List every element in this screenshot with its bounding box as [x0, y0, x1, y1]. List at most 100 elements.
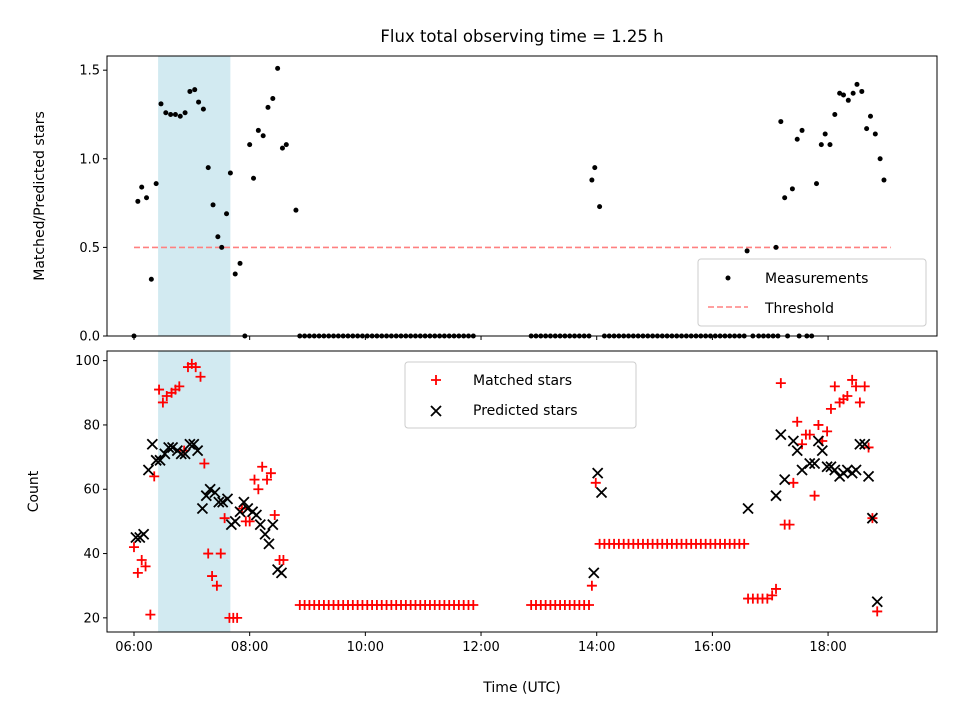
- matched-star-point: [149, 471, 160, 482]
- x-tick-label: 10:00: [347, 640, 384, 655]
- measurement-point: [744, 248, 750, 254]
- predicted-star-point: [242, 502, 254, 515]
- predicted-star-point: [770, 490, 782, 502]
- shaded-interval: [158, 56, 231, 336]
- predicted-star-point: [238, 496, 250, 508]
- matched-star-point: [145, 609, 156, 620]
- y-axis-label: Count: [26, 470, 42, 512]
- matched-star-point: [586, 580, 597, 591]
- predicted-star-point: [188, 438, 200, 450]
- predicted-star-point: [595, 486, 608, 499]
- matched-star-point: [244, 516, 255, 527]
- matched-star-point: [215, 548, 226, 559]
- measurement-point: [822, 131, 828, 137]
- measurement-point: [275, 65, 281, 71]
- legend-bottom-box: [404, 361, 637, 429]
- measurement-point: [864, 126, 870, 132]
- top-panel: 0.0 0.5 1.0 1.5 Matched/Predicted stars Measu…: [32, 55, 938, 345]
- legend-matched-label: Matched stars: [473, 373, 572, 389]
- matched-star-point: [771, 583, 782, 594]
- predicted-star-point: [217, 496, 229, 508]
- predicted-star-point: [163, 441, 175, 454]
- y-tick-label: 1.5: [79, 64, 100, 79]
- predicted-star-point: [196, 502, 209, 515]
- predicted-star-point: [175, 448, 187, 460]
- matched-star-point: [207, 571, 218, 582]
- measurement-point: [293, 207, 299, 213]
- predicted-star-point: [229, 515, 241, 528]
- predicted-star-point: [159, 448, 171, 460]
- measurement-point: [237, 260, 243, 266]
- measurement-point: [215, 234, 221, 240]
- matched-star-point: [219, 513, 230, 524]
- matched-star-point: [132, 567, 143, 578]
- measurement-point: [279, 145, 285, 151]
- matched-star-point: [583, 599, 594, 610]
- matched-star-point: [872, 606, 883, 617]
- matched-star-point: [262, 474, 273, 485]
- matched-star-point: [788, 477, 799, 488]
- matched-star-point: [792, 416, 803, 427]
- matched-star-point: [842, 391, 853, 402]
- measurement-point: [251, 175, 257, 181]
- predicted-star-point: [796, 464, 808, 476]
- measurement-point: [840, 92, 846, 98]
- x-tick-label: 16:00: [694, 640, 731, 655]
- measurement-point: [850, 90, 856, 96]
- matched-star-point: [767, 590, 778, 601]
- matched-star-point: [468, 599, 479, 610]
- predicted-star-point: [871, 596, 883, 608]
- legend-threshold-label: Threshold: [764, 301, 834, 317]
- matched-star-point: [269, 509, 280, 520]
- y-tick-label: 1.0: [79, 152, 100, 167]
- measurement-point: [881, 177, 887, 183]
- measurement-point: [782, 195, 788, 201]
- predicted-star-point: [854, 438, 866, 450]
- predicted-star-point: [213, 496, 225, 508]
- measurement-point: [845, 97, 851, 103]
- matched-star-point: [847, 374, 858, 385]
- measurement-point: [265, 104, 271, 110]
- predicted-star-point: [859, 438, 871, 450]
- predicted-star-point: [137, 528, 150, 540]
- measurement-point: [283, 142, 289, 148]
- measurement-point: [135, 198, 141, 204]
- y-tick-label: 0.0: [79, 330, 100, 345]
- measurement-point: [270, 96, 276, 102]
- predicted-star-point: [263, 538, 275, 550]
- measurement-point: [859, 88, 865, 94]
- measurement-point: [818, 142, 824, 148]
- predicted-star-point: [275, 567, 288, 579]
- predicted-star-point: [191, 445, 204, 457]
- matched-star-point: [136, 554, 147, 565]
- matched-star-point: [249, 474, 260, 485]
- legend-measurement-marker: [725, 275, 731, 281]
- measurement-point: [200, 106, 206, 112]
- matched-star-point: [154, 384, 165, 395]
- measurement-point: [196, 99, 202, 105]
- predicted-star-point: [841, 464, 853, 476]
- matched-star-point: [739, 538, 750, 549]
- predicted-star-point: [250, 509, 263, 521]
- x-tick-label: 14:00: [578, 640, 615, 655]
- y-axis-label: Matched/Predicted stars: [32, 111, 48, 281]
- matched-star-point: [174, 381, 185, 392]
- matched-star-point: [859, 381, 870, 392]
- predicted-star-point: [588, 567, 600, 579]
- matched-star-point: [199, 458, 210, 469]
- measurement-point: [877, 156, 883, 162]
- axes-frame: [106, 55, 938, 337]
- predicted-star-point: [816, 445, 828, 457]
- predicted-star-point: [200, 490, 212, 502]
- matched-star-point: [590, 477, 601, 488]
- measurement-point: [832, 111, 838, 117]
- y-tick-label: 60: [83, 483, 100, 498]
- matched-star-point: [775, 378, 786, 389]
- matched-star-point: [825, 403, 836, 414]
- matched-star-point: [128, 542, 139, 553]
- matched-star-point: [829, 381, 840, 392]
- measurement-point: [789, 186, 795, 192]
- matched-star-point: [232, 612, 243, 623]
- x-axis-label: Time (UTC): [482, 680, 560, 696]
